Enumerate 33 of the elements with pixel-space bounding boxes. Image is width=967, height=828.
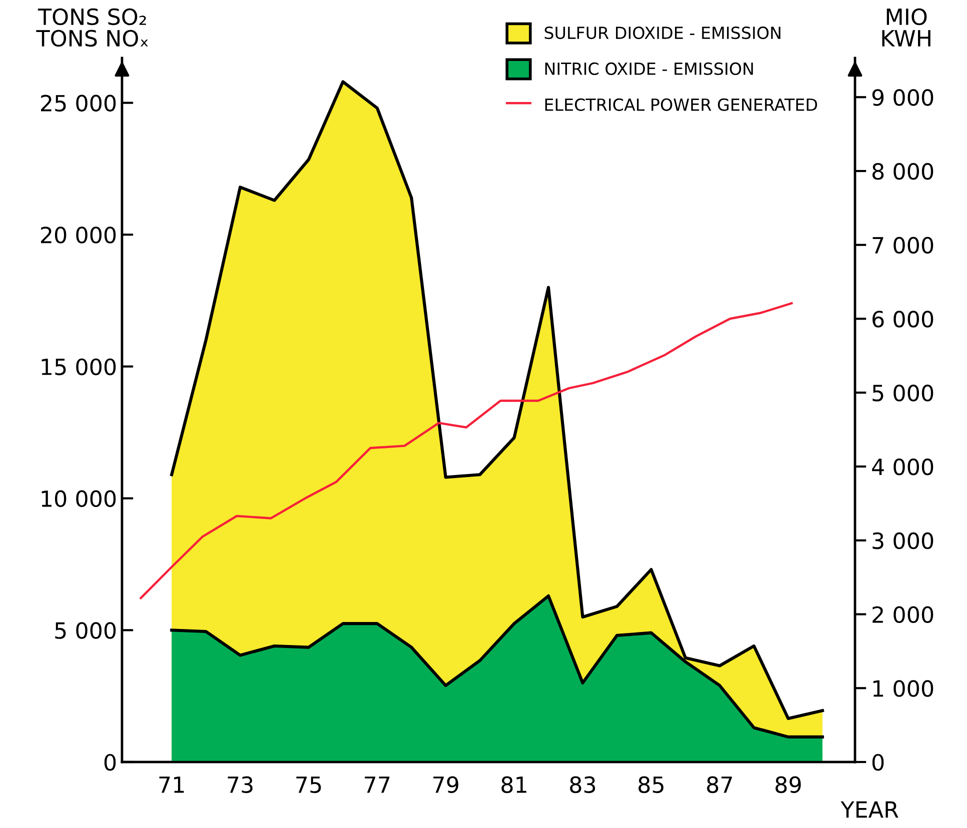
legend-label: SULFUR DIOXIDE - EMISSION (544, 26, 780, 40)
legend-label: NITRIC OXIDE - EMISSION (545, 62, 753, 76)
x-tick-label: 73 (228, 776, 253, 794)
x-tick-label: 83 (570, 776, 596, 794)
y-tick-label: 0 (104, 754, 116, 771)
y-tick-label: 20 000 (41, 226, 116, 244)
y2-tick-label: 0 (872, 754, 884, 771)
y2-tick-label: 8 000 (872, 162, 934, 180)
x-tick-label: 77 (364, 776, 390, 793)
x-axis-title: YEAR (840, 801, 898, 818)
x-tick-label: 79 (433, 776, 458, 794)
x-tick-label: 89 (776, 776, 801, 794)
legend-label: ELECTRICAL POWER GENERATED (545, 98, 818, 111)
line-series (140, 302, 793, 600)
y-tick-label: 25 000 (41, 94, 116, 112)
y2-tick-label: 5 000 (872, 384, 934, 402)
y2-axis-title: MIO KWH (882, 8, 930, 46)
y2-tick-label: 7 000 (872, 236, 934, 254)
y-axis-title: TONS SO₂ TONS NOₓ (36, 8, 148, 47)
y2-tick-label: 2 000 (872, 606, 934, 624)
y-tick-label: 5 000 (55, 622, 116, 639)
y2-tick-label: 4 000 (872, 458, 934, 476)
y-tick-label: 15 000 (42, 358, 116, 376)
x-tick-label: 75 (296, 776, 321, 794)
y2-tick-label: 6 000 (872, 310, 934, 328)
x-tick-label: 85 (638, 776, 664, 794)
x-tick-label: 71 (159, 776, 184, 793)
x-tick-label: 87 (707, 776, 732, 794)
y2-tick-label: 3 000 (872, 532, 934, 550)
y2-tick-label: 1 000 (873, 680, 934, 697)
y2-tick-label: 9 000 (872, 89, 934, 106)
y-tick-label: 10 000 (42, 490, 116, 508)
x-tick-label: 81 (502, 776, 526, 794)
